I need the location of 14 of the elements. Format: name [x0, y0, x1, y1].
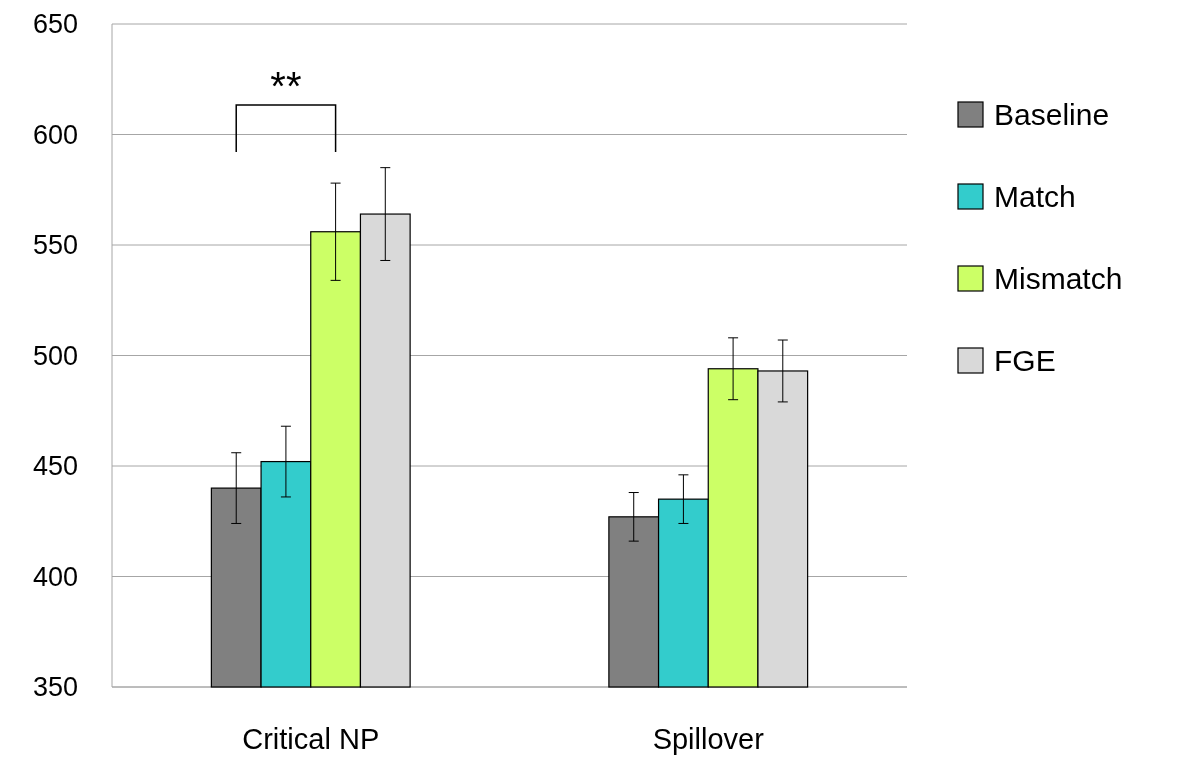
annotation: **: [270, 64, 302, 108]
x-tick-label: Critical NP: [242, 723, 380, 755]
legend-label: FGE: [994, 343, 1056, 377]
legend-label: Mismatch: [994, 261, 1123, 295]
y-tick-label: 350: [32, 672, 78, 703]
legend-label: Match: [994, 179, 1076, 213]
y-tick-label: 450: [32, 451, 78, 482]
y-tick-label: 550: [32, 230, 78, 261]
y-tick-label: 650: [32, 9, 78, 40]
y-tick-label: 400: [32, 561, 78, 592]
x-tick-label: Spillover: [652, 723, 765, 755]
y-tick-label: 500: [32, 340, 78, 371]
legend-label: Baseline: [994, 97, 1110, 131]
y-tick-label: 600: [32, 119, 78, 150]
